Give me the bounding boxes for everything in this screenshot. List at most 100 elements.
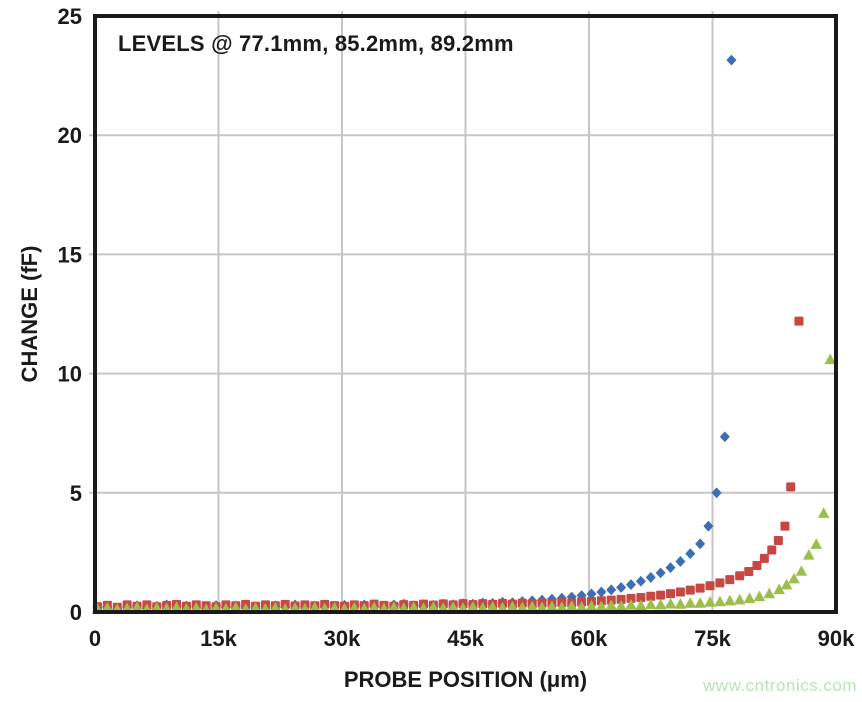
data-point-diamond bbox=[645, 572, 656, 583]
x-tick-label: 60k bbox=[571, 626, 608, 651]
data-point-square bbox=[773, 535, 783, 545]
data-point-triangle bbox=[546, 600, 558, 612]
data-point-triangle bbox=[803, 548, 815, 560]
watermark: www.cntronics.com bbox=[703, 676, 857, 695]
data-point-triangle bbox=[753, 590, 766, 602]
data-point-triangle bbox=[516, 601, 529, 613]
data-point-triangle bbox=[496, 601, 509, 613]
data-point-diamond bbox=[635, 575, 646, 587]
y-tick-label: 20 bbox=[58, 123, 82, 148]
data-point-square bbox=[752, 561, 762, 571]
data-point-triangle bbox=[170, 601, 183, 613]
data-point-triangle bbox=[131, 601, 143, 613]
data-point-triangle bbox=[486, 600, 499, 612]
data-point-triangle bbox=[476, 601, 489, 613]
y-tick-label: 10 bbox=[58, 362, 82, 387]
data-point-triangle bbox=[605, 599, 618, 611]
data-point-diamond bbox=[586, 588, 597, 600]
data-point-square bbox=[705, 581, 715, 591]
data-point-triangle bbox=[595, 600, 608, 612]
data-point-diamond bbox=[685, 548, 696, 559]
data-point-triangle bbox=[190, 601, 203, 613]
data-point-square bbox=[715, 578, 725, 588]
data-point-triangle bbox=[447, 601, 459, 612]
data-point-triangle bbox=[824, 353, 837, 365]
x-tick-label: 75k bbox=[694, 626, 731, 651]
y-tick-label: 0 bbox=[70, 600, 82, 625]
data-point-triangle bbox=[780, 578, 793, 590]
data-point-triangle bbox=[664, 597, 677, 609]
data-point-triangle bbox=[704, 596, 716, 607]
data-point-triangle bbox=[795, 565, 808, 576]
data-point-square bbox=[744, 566, 754, 576]
data-point-triangle bbox=[536, 601, 548, 613]
data-point-triangle bbox=[467, 600, 479, 612]
data-point-triangle bbox=[763, 587, 776, 599]
data-point-triangle bbox=[506, 600, 519, 612]
data-point-triangle bbox=[644, 598, 657, 610]
data-point-triangle bbox=[368, 601, 380, 613]
data-point-triangle bbox=[585, 600, 598, 611]
data-point-square bbox=[759, 553, 769, 563]
data-point-diamond bbox=[616, 582, 627, 593]
data-point-diamond bbox=[625, 579, 636, 590]
series-triangle bbox=[91, 353, 837, 614]
y-tick-label: 15 bbox=[58, 242, 82, 267]
data-point-diamond bbox=[606, 584, 617, 596]
x-tick-label: 30k bbox=[324, 626, 361, 651]
data-point-square bbox=[786, 482, 796, 492]
data-point-triangle bbox=[575, 600, 588, 612]
data-point-triangle bbox=[556, 601, 568, 612]
data-point-triangle bbox=[565, 600, 578, 611]
data-point-triangle bbox=[654, 598, 667, 610]
data-point-square bbox=[666, 589, 676, 599]
data-point-diamond bbox=[655, 567, 666, 579]
data-point-triangle bbox=[635, 599, 647, 611]
data-point-diamond bbox=[695, 538, 706, 550]
data-point-square bbox=[794, 316, 804, 326]
data-point-triangle bbox=[714, 595, 726, 607]
data-point-triangle bbox=[684, 597, 697, 608]
data-point-diamond bbox=[665, 562, 676, 574]
data-point-triangle bbox=[348, 601, 361, 613]
data-point-square bbox=[656, 590, 666, 600]
data-point-square bbox=[780, 521, 790, 531]
data-point-triangle bbox=[810, 538, 823, 549]
data-point-triangle bbox=[773, 583, 785, 595]
data-point-triangle bbox=[625, 599, 637, 610]
data-point-triangle bbox=[388, 601, 400, 613]
data-point-square bbox=[695, 583, 705, 593]
y-tick-label: 25 bbox=[58, 4, 82, 29]
data-point-diamond bbox=[726, 54, 737, 66]
data-point-square bbox=[725, 575, 735, 585]
data-point-diamond bbox=[719, 431, 730, 443]
x-tick-label: 45k bbox=[447, 626, 484, 651]
data-point-square bbox=[675, 587, 685, 597]
data-point-triangle bbox=[788, 572, 800, 584]
data-point-triangle bbox=[101, 601, 114, 613]
data-point-square bbox=[735, 571, 745, 581]
x-tick-label: 90k bbox=[818, 626, 855, 651]
data-point-square bbox=[616, 594, 626, 604]
data-point-triangle bbox=[694, 597, 706, 608]
data-point-triangle bbox=[427, 601, 440, 612]
series-diamond bbox=[92, 54, 737, 615]
data-point-triangle bbox=[526, 600, 538, 612]
data-point-diamond bbox=[675, 556, 686, 567]
data-point-square bbox=[626, 593, 636, 603]
data-point-triangle bbox=[817, 507, 830, 518]
data-point-square bbox=[636, 592, 646, 602]
data-point-triangle bbox=[723, 594, 736, 606]
data-point-diamond bbox=[711, 487, 722, 499]
data-point-triangle bbox=[743, 592, 756, 603]
x-axis-title: PROBE POSITION (μm) bbox=[343, 667, 588, 692]
data-point-triangle bbox=[150, 601, 163, 613]
data-point-triangle bbox=[328, 601, 341, 613]
x-tick-label: 15k bbox=[200, 626, 237, 651]
y-axis-title: CHANGE (fF) bbox=[17, 245, 42, 383]
x-tick-label: 0 bbox=[89, 626, 101, 651]
data-point-square bbox=[767, 545, 777, 555]
data-point-square bbox=[646, 591, 656, 601]
data-point-triangle bbox=[674, 598, 687, 609]
